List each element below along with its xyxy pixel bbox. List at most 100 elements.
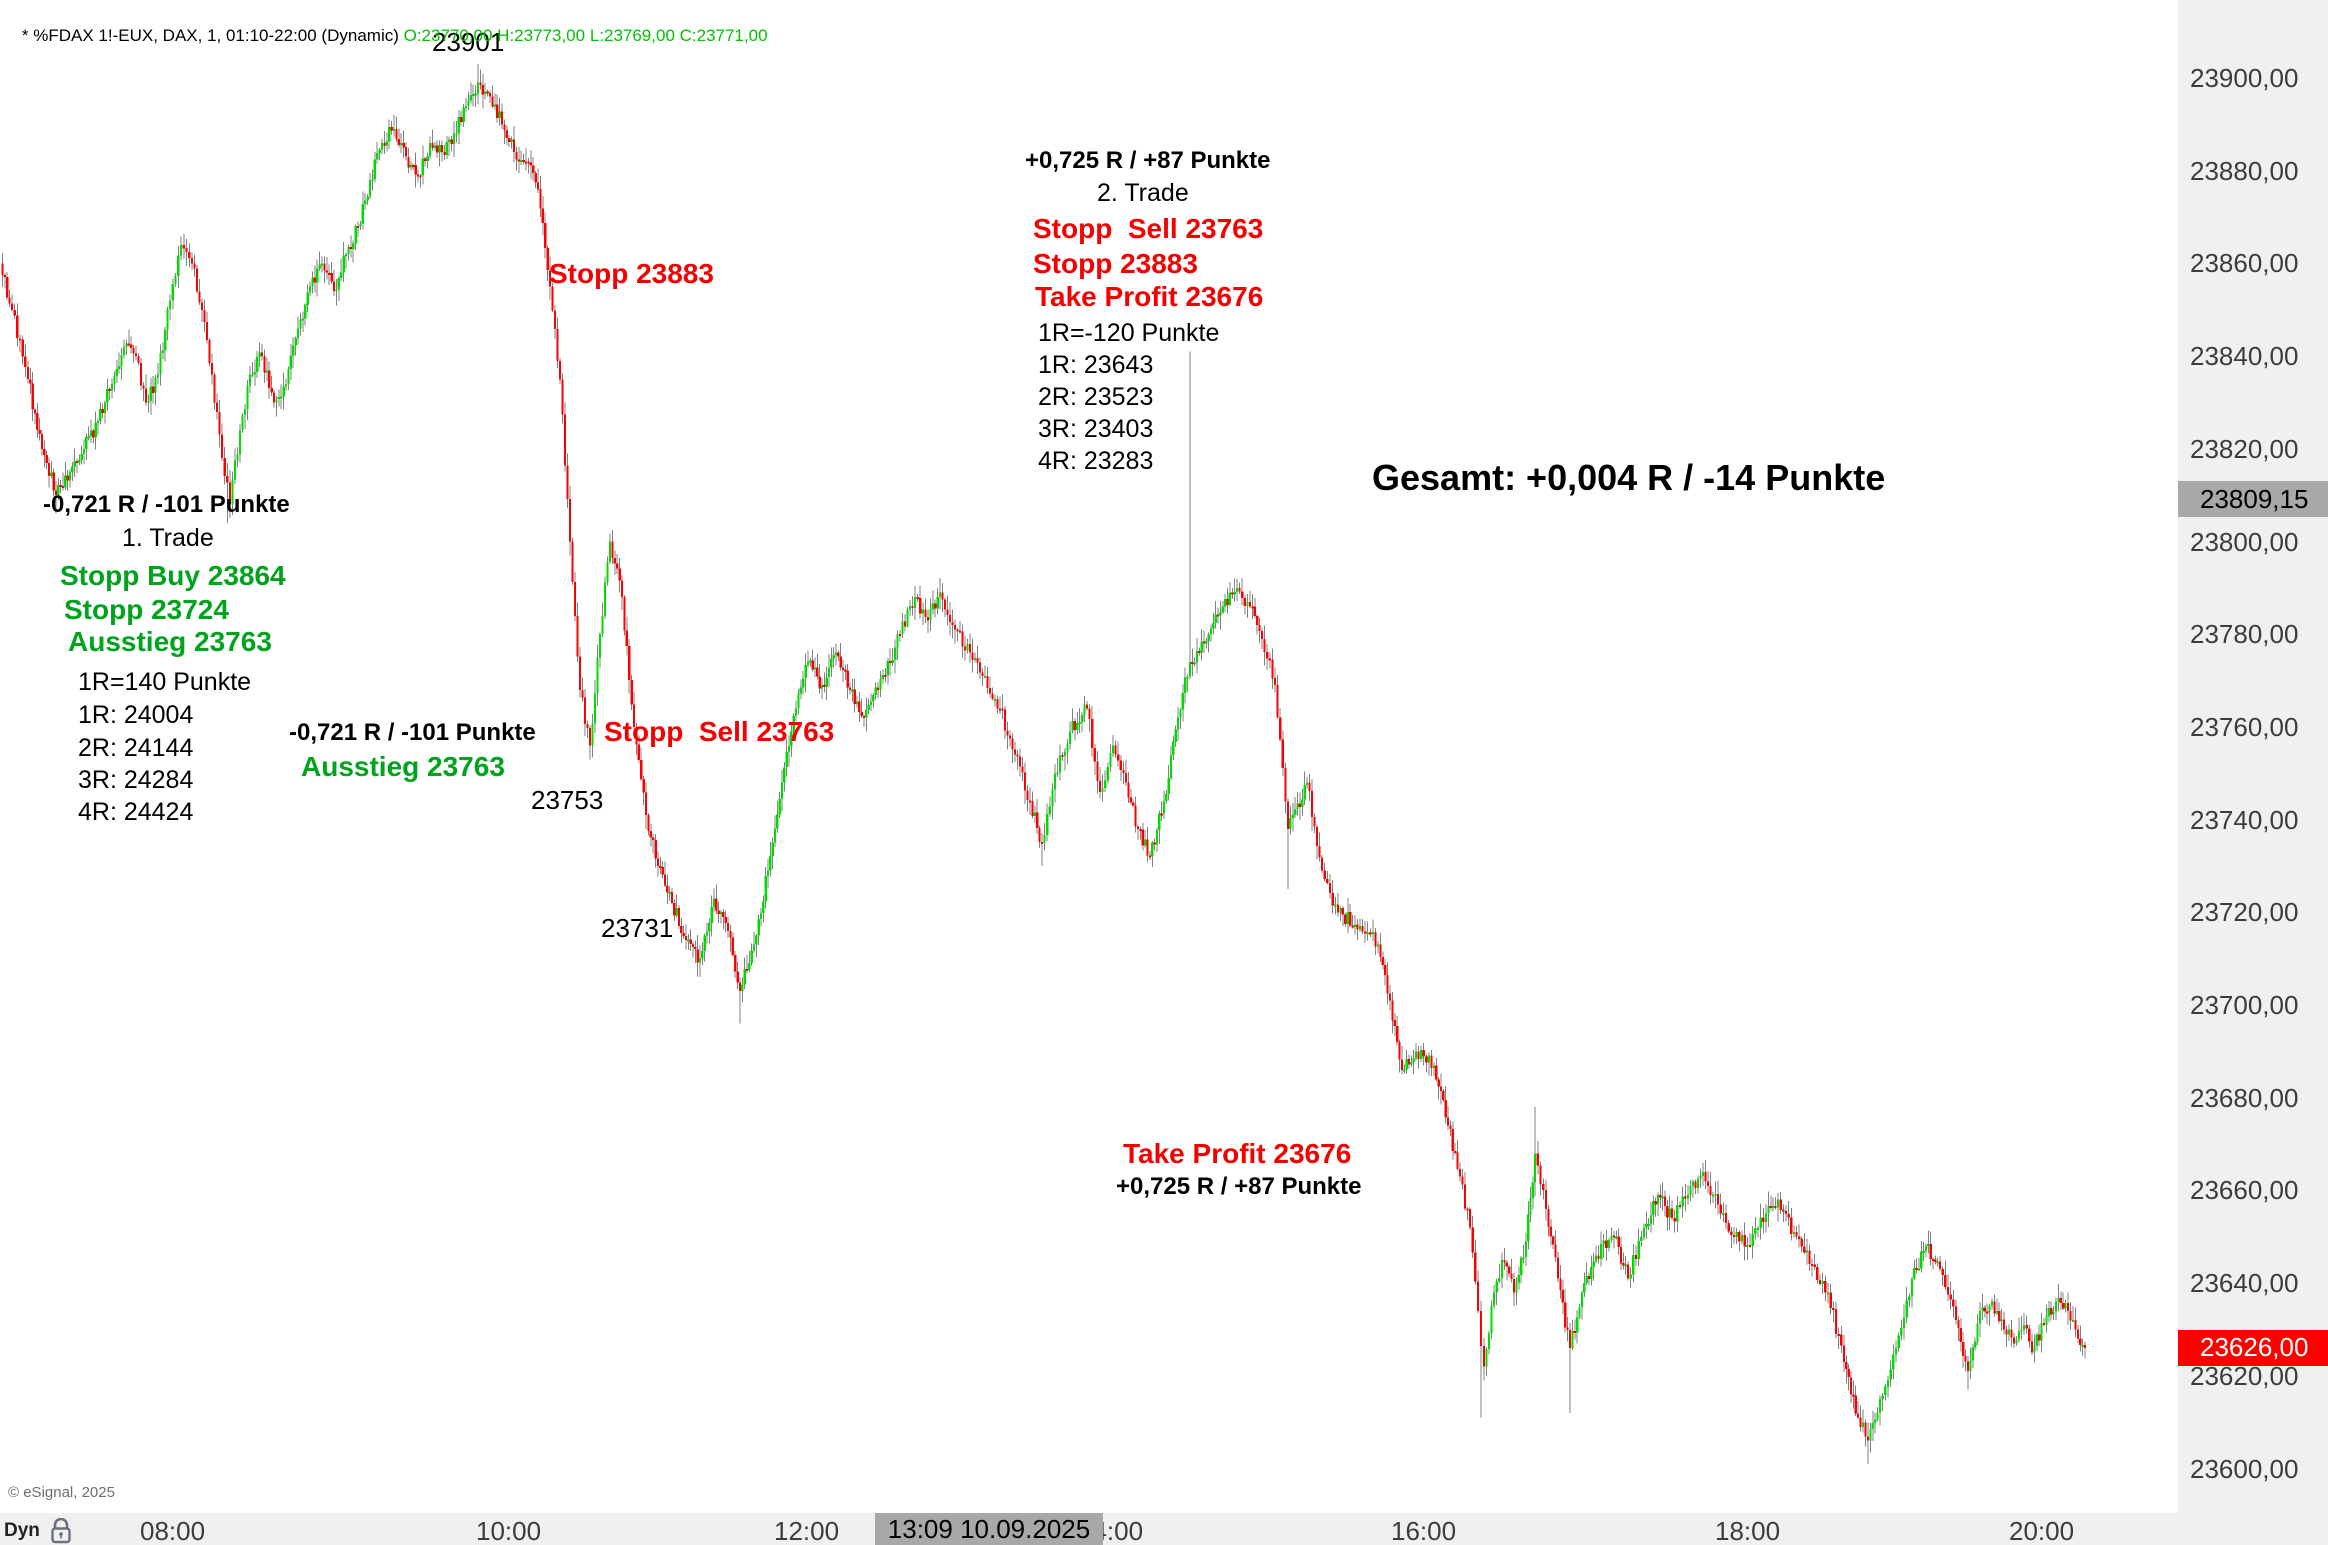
- candle-body: [1813, 1264, 1816, 1268]
- candle-body: [1253, 606, 1256, 617]
- candle-body: [598, 634, 602, 658]
- candle-body: [1279, 717, 1282, 740]
- candle-body: [510, 139, 513, 143]
- candle-body: [301, 318, 304, 321]
- candle-body: [1471, 1227, 1474, 1253]
- candle-body: [640, 760, 643, 779]
- candle-body: [881, 674, 884, 679]
- candle-body: [1571, 1330, 1574, 1348]
- candle-body: [376, 153, 379, 160]
- chart-title-bar: * %FDAX 1!-EUX, DAX, 1, 01:10-22:00 (Dyn…: [3, 6, 768, 66]
- candle-body: [142, 385, 145, 389]
- candle-body: [652, 837, 655, 841]
- candle-body: [1446, 1117, 1450, 1126]
- candle-body: [647, 815, 650, 832]
- candle-body: [766, 870, 770, 877]
- candle-body: [228, 482, 232, 505]
- candle-body: [2047, 1308, 2050, 1317]
- candle-body: [1724, 1213, 1728, 1223]
- candle-body: [1294, 809, 1297, 816]
- candle-body: [323, 263, 326, 271]
- candle-body: [606, 562, 609, 583]
- candle-body: [687, 939, 690, 942]
- candle-body: [78, 459, 81, 463]
- chart-annotation: Stopp 23883: [1033, 248, 1198, 279]
- candle-body: [983, 675, 987, 678]
- padlock-icon[interactable]: [50, 1518, 72, 1544]
- candle-body: [1529, 1198, 1532, 1215]
- candle-body: [1008, 735, 1012, 739]
- candle-body: [834, 652, 838, 655]
- candle-body: [1840, 1334, 1843, 1346]
- candle-body: [1852, 1394, 1855, 1397]
- candle-body: [1098, 781, 1102, 792]
- candle-body: [443, 152, 446, 155]
- candle-body: [92, 430, 95, 438]
- candle-body: [527, 161, 530, 164]
- candle-body: [1400, 1059, 1404, 1070]
- candle-body: [790, 731, 793, 747]
- candle-body: [1053, 773, 1057, 790]
- candle-body: [306, 292, 309, 305]
- candle-body: [1398, 1041, 1401, 1060]
- candle-body: [424, 158, 427, 161]
- candle-body: [1605, 1240, 1608, 1249]
- candle-body: [1205, 641, 1208, 644]
- candle-body: [762, 901, 765, 913]
- candle-body: [785, 752, 788, 768]
- candle-body: [215, 402, 219, 412]
- candle-body: [1023, 772, 1027, 791]
- candle-body: [1612, 1235, 1616, 1238]
- candle-body: [998, 708, 1002, 711]
- candle-body: [1191, 662, 1194, 664]
- candle-body: [52, 472, 55, 491]
- candle-body: [1772, 1206, 1775, 1209]
- chart-annotation: 4R: 23283: [1038, 447, 1154, 475]
- candle-body: [174, 275, 177, 284]
- candle-body: [1487, 1333, 1491, 1349]
- candlestick-chart-canvas[interactable]: [0, 0, 2178, 1513]
- candle-body: [1273, 678, 1277, 686]
- candle-body: [1810, 1264, 1814, 1267]
- candle-body: [80, 454, 83, 460]
- candle-body: [1364, 931, 1367, 934]
- candle-body: [1405, 1058, 1408, 1070]
- candle-body: [1334, 904, 1337, 907]
- candle-body: [896, 633, 899, 648]
- candle-body: [872, 695, 875, 702]
- candle-body: [1361, 926, 1364, 932]
- candle-body: [1800, 1239, 1803, 1247]
- candle-body: [731, 937, 734, 955]
- candle-body: [1824, 1280, 1827, 1293]
- candle-body: [438, 145, 441, 153]
- candle-body: [816, 667, 819, 677]
- candle-body: [539, 189, 542, 209]
- candle-body: [1969, 1360, 1972, 1372]
- candle-body: [611, 541, 614, 559]
- candle-body: [1016, 754, 1019, 757]
- candle-body: [1995, 1310, 1998, 1314]
- candle-body: [1449, 1125, 1452, 1129]
- candle-body: [1735, 1232, 1738, 1237]
- chart-annotation: -0,721 R / -101 Punkte: [289, 719, 536, 746]
- candle-body: [553, 310, 557, 329]
- candle-body: [1124, 772, 1128, 783]
- candle-body: [851, 689, 854, 692]
- candle-body: [474, 93, 477, 96]
- candle-body: [1944, 1274, 1947, 1287]
- candle-body: [1407, 1058, 1411, 1065]
- candle-body: [231, 479, 234, 505]
- candle-body: [820, 685, 824, 689]
- price-axis[interactable]: 23900,00 23880,00 23860,00 23840,00 23820,00…: [2178, 0, 2328, 1545]
- candle-body: [1195, 650, 1199, 663]
- dyn-mode-control[interactable]: Dyn: [4, 1518, 72, 1544]
- candle-body: [1776, 1199, 1780, 1208]
- candle-body: [906, 609, 909, 627]
- candle-body: [73, 461, 76, 467]
- candle-body: [99, 408, 102, 421]
- chart-annotation: 1R=140 Punkte: [78, 668, 252, 696]
- time-axis[interactable]: Dyn 08:00 10:00 12:00 14:00 16:00 18:00 20:00 1…: [0, 1513, 2178, 1545]
- candle-body: [1066, 744, 1069, 752]
- time-tick-label: 20:00: [2009, 1516, 2075, 1545]
- candle-body: [1832, 1307, 1835, 1310]
